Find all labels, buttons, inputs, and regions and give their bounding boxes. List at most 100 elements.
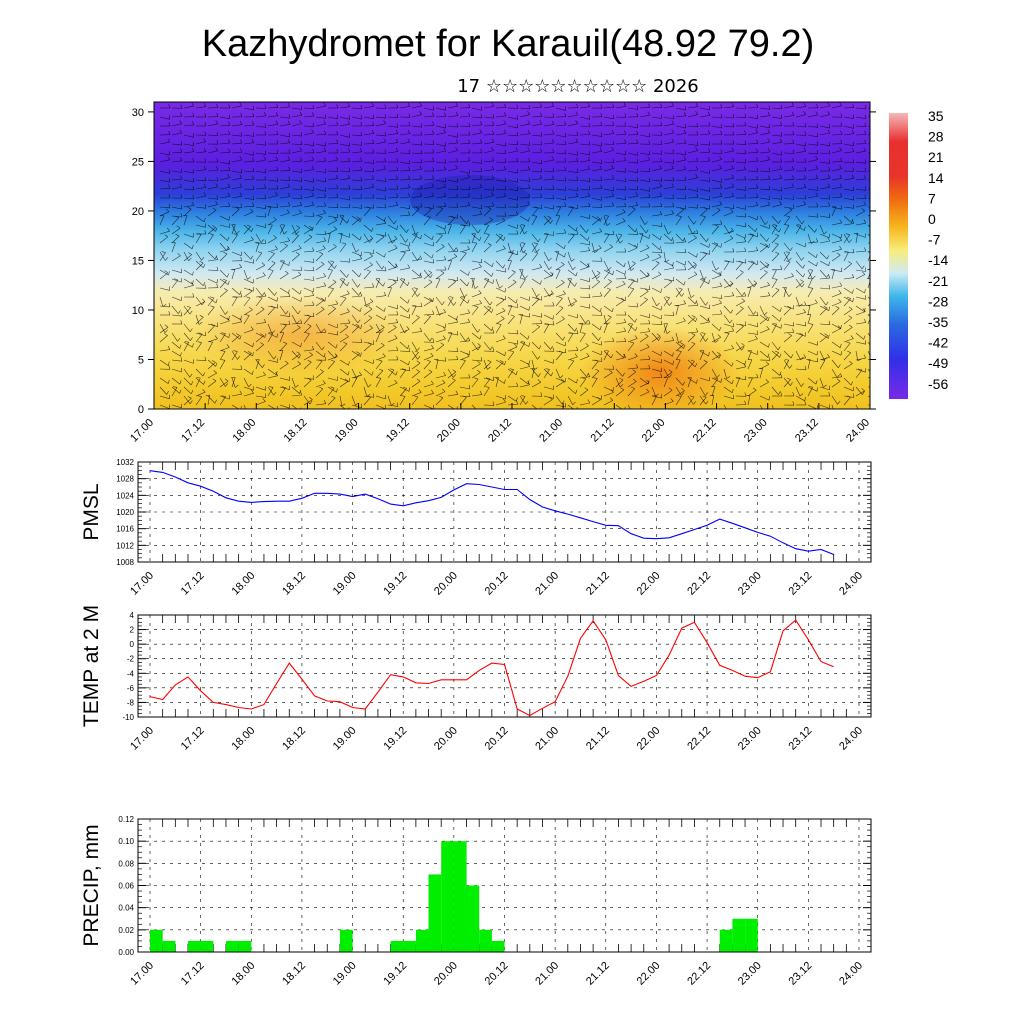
wind-barb	[471, 132, 482, 136]
wind-barb-flag	[216, 195, 219, 200]
wind-barb-flag	[419, 273, 423, 278]
wind-barb	[531, 161, 542, 165]
wind-barb	[531, 170, 542, 173]
x-tick-label: 19.12	[384, 417, 412, 445]
wind-barb-flag	[247, 351, 252, 354]
wind-barb	[303, 143, 314, 147]
wind-barb	[627, 161, 638, 164]
wind-barb	[591, 269, 597, 279]
wind-barb	[339, 215, 344, 226]
wind-barb-flag	[823, 306, 828, 309]
wind-barb-flag	[744, 400, 747, 405]
wind-barb-flag	[772, 323, 777, 325]
wind-barb-flag	[570, 359, 574, 362]
wind-barb	[567, 134, 579, 136]
wind-barb	[603, 269, 613, 276]
wind-barb-flag	[396, 175, 399, 180]
wind-barb	[735, 341, 742, 351]
wind-barb-flag	[756, 311, 759, 316]
wind-barb	[831, 248, 842, 253]
wind-barb	[531, 143, 542, 146]
wind-barb	[231, 224, 236, 235]
wind-barb	[471, 142, 483, 145]
wind-barb	[591, 395, 602, 400]
wind-barb	[231, 269, 236, 280]
wind-barb	[831, 293, 842, 298]
wind-barb-flag	[384, 157, 387, 162]
wind-barb-flag	[815, 192, 819, 197]
wind-barb-flag	[671, 183, 675, 188]
wind-barb-flag	[588, 202, 591, 207]
wind-barb	[855, 204, 866, 208]
wind-barb	[615, 179, 626, 182]
wind-barb	[807, 386, 818, 392]
wind-barb	[411, 392, 422, 397]
wind-barb-flag	[839, 373, 843, 377]
wind-barb-flag	[851, 273, 855, 278]
wind-barb	[771, 305, 781, 312]
wind-barb	[411, 269, 420, 277]
wind-barb	[243, 353, 252, 361]
wind-barb-flag	[396, 225, 398, 230]
wind-barb-flag	[840, 157, 843, 162]
wind-barb	[183, 179, 194, 183]
wind-barb	[675, 396, 682, 406]
wind-barb	[195, 179, 207, 182]
wind-barb-flag	[648, 122, 651, 127]
wind-barb-flag	[756, 373, 759, 378]
wind-barb	[411, 317, 420, 325]
wind-barb	[579, 287, 591, 290]
wind-barb	[831, 269, 835, 280]
wind-barb-flag	[764, 315, 768, 318]
wind-barb	[795, 368, 807, 371]
wind-barb-flag	[275, 120, 279, 125]
wind-barb-flag	[703, 207, 708, 210]
wind-barb	[231, 287, 240, 295]
wind-barb	[471, 303, 482, 307]
wind-barb	[555, 318, 565, 325]
wind-barb	[747, 143, 759, 145]
wind-barb-flag	[311, 192, 315, 197]
wind-barb	[291, 197, 303, 199]
wind-barb	[315, 233, 327, 235]
wind-barb	[267, 159, 278, 163]
wind-barb	[687, 188, 698, 192]
wind-barb-flag	[720, 378, 722, 383]
wind-barb	[663, 350, 673, 357]
wind-barb-flag	[325, 142, 327, 147]
colorbar-label: 14	[928, 170, 944, 186]
wind-barb-flag	[767, 129, 771, 133]
wind-barb-flag	[801, 283, 805, 288]
wind-barb	[411, 362, 421, 370]
wind-barb-flag	[684, 139, 687, 144]
wind-barb-flag	[612, 175, 615, 180]
wind-barb	[579, 389, 589, 397]
wind-barb-flag	[336, 139, 339, 144]
wind-barb	[411, 258, 422, 262]
wind-barb	[267, 368, 277, 376]
wind-barb-flag	[514, 343, 518, 348]
y-tick-label: 25	[132, 156, 144, 168]
wind-barb-flag	[564, 166, 567, 171]
wind-barb	[663, 251, 666, 262]
wind-barb	[867, 332, 870, 337]
wind-barb	[447, 350, 459, 352]
wind-barb-flag	[216, 283, 219, 288]
wind-barb-flag	[837, 325, 842, 329]
wind-barb	[399, 233, 406, 243]
wind-barb	[531, 106, 542, 109]
wind-barb	[819, 386, 830, 391]
wind-barb-flag	[709, 196, 711, 201]
wind-barb-flag	[468, 131, 471, 136]
wind-barb-flag	[552, 113, 555, 118]
wind-barb	[375, 215, 385, 222]
wind-barb-flag	[429, 297, 433, 301]
wind-barb	[399, 224, 407, 233]
wind-barb-flag	[574, 353, 578, 358]
wind-barb	[843, 251, 855, 254]
x-tick-label: 23.00	[736, 570, 764, 598]
wind-barb-flag	[359, 255, 363, 259]
wind-barb-flag	[395, 138, 399, 143]
wind-barb	[723, 395, 734, 400]
